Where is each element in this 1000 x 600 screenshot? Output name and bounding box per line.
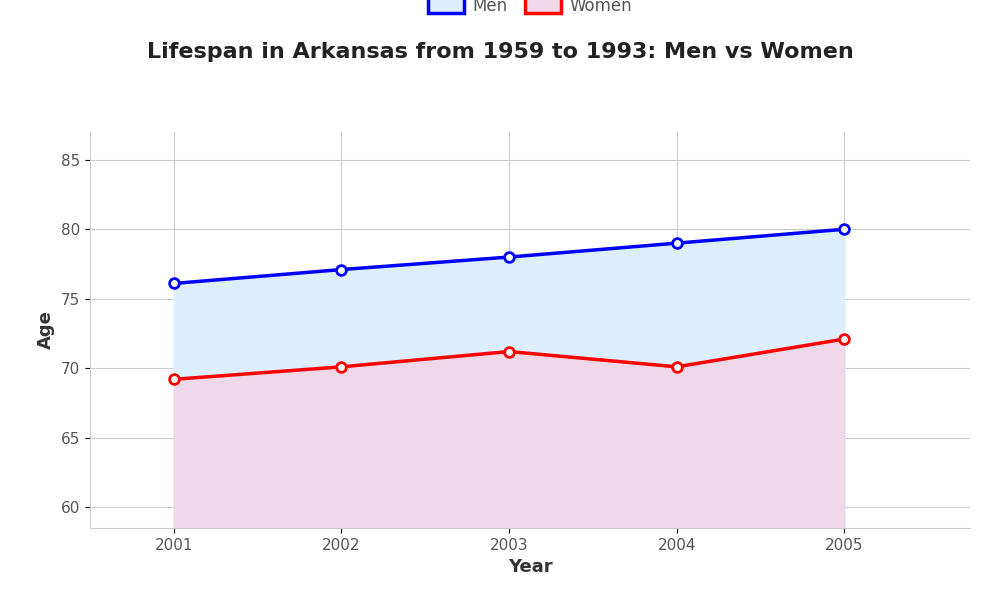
Text: Lifespan in Arkansas from 1959 to 1993: Men vs Women: Lifespan in Arkansas from 1959 to 1993: … — [147, 42, 853, 62]
X-axis label: Year: Year — [508, 558, 552, 576]
Legend: Men, Women: Men, Women — [421, 0, 639, 21]
Y-axis label: Age: Age — [37, 311, 55, 349]
